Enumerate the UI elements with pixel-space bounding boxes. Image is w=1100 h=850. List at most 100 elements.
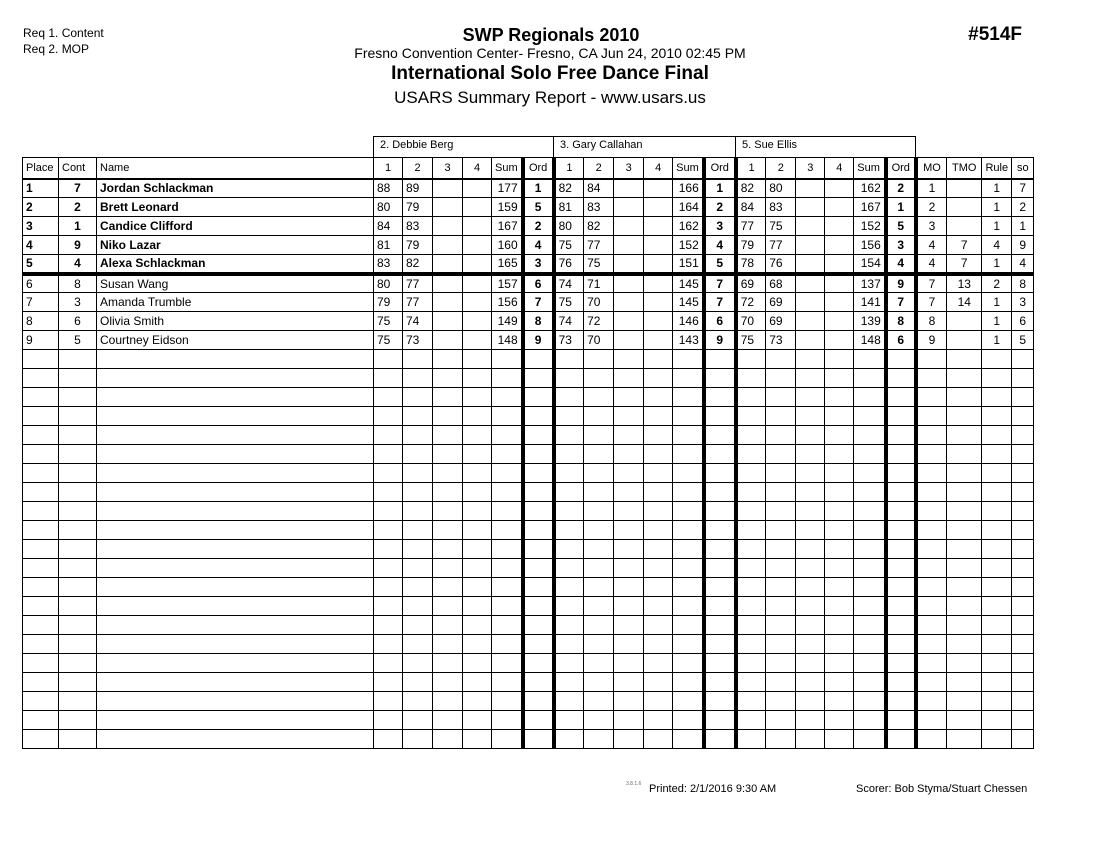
sum-cell — [490, 710, 524, 730]
sum-cell: 152 — [672, 235, 705, 255]
ord-cell — [520, 349, 556, 369]
ord-cell — [520, 634, 556, 654]
place-cell — [22, 501, 59, 521]
rule-cell: 1 — [981, 216, 1013, 236]
tmo-cell — [946, 691, 983, 711]
requirements: Req 1. Content Req 2. MOP — [23, 25, 104, 57]
empty-row — [22, 387, 1035, 407]
score-cell — [613, 292, 645, 312]
sum-cell: 156 — [490, 292, 524, 312]
score-cell — [462, 558, 492, 578]
mo-cell — [915, 387, 948, 407]
score-cell: 82 — [553, 178, 585, 198]
score-cell — [613, 463, 645, 483]
score-cell: 69 — [765, 292, 797, 312]
header-ord: Ord — [883, 157, 918, 180]
ord-cell — [520, 710, 556, 730]
sum-cell — [853, 463, 887, 483]
score-cell: 77 — [402, 273, 433, 293]
place-cell — [22, 710, 59, 730]
sum-cell — [490, 444, 524, 464]
ord-cell — [520, 653, 556, 673]
cont-cell — [58, 482, 97, 502]
sum-cell: 177 — [490, 178, 524, 198]
place-cell — [22, 349, 59, 369]
score-cell — [462, 216, 492, 236]
table-row: 5 4 Alexa Schlackman 83 82 165 3 76 75 151 5 78 76 15… — [22, 254, 1035, 276]
name-cell — [96, 463, 374, 483]
score-cell — [432, 349, 463, 369]
ord-cell: 8 — [520, 311, 556, 331]
ord-cell: 8 — [883, 311, 918, 331]
sum-cell — [672, 691, 705, 711]
score-cell — [824, 330, 855, 350]
mo-cell — [915, 672, 948, 692]
score-cell — [402, 368, 433, 388]
score-cell — [432, 672, 463, 692]
sum-cell — [490, 729, 524, 749]
score-cell — [373, 387, 403, 407]
mo-cell: 4 — [915, 235, 948, 255]
rule-cell — [981, 406, 1013, 426]
score-cell — [583, 368, 615, 388]
name-cell: Olivia Smith — [96, 311, 374, 331]
ord-cell — [883, 653, 918, 673]
score-cell — [402, 349, 433, 369]
ord-cell: 7 — [883, 292, 918, 312]
ord-cell — [520, 482, 556, 502]
cont-cell: 5 — [58, 330, 97, 350]
score-cell — [643, 501, 674, 521]
name-cell — [96, 691, 374, 711]
score-cell — [765, 501, 797, 521]
score-cell: 81 — [373, 235, 403, 255]
header-score-3: 3 — [613, 157, 645, 180]
ord-cell — [701, 577, 738, 597]
ord-cell: 9 — [701, 330, 738, 350]
score-cell: 71 — [583, 273, 615, 293]
score-cell — [643, 463, 674, 483]
tmo-cell — [946, 349, 983, 369]
score-cell — [402, 425, 433, 445]
score-cell: 82 — [583, 216, 615, 236]
score-cell — [583, 463, 615, 483]
name-cell — [96, 368, 374, 388]
rule-cell: 2 — [981, 273, 1013, 293]
score-cell — [613, 444, 645, 464]
score-cell — [613, 672, 645, 692]
score-cell — [373, 539, 403, 559]
cont-cell — [58, 444, 97, 464]
score-cell — [432, 311, 463, 331]
score-cell — [462, 235, 492, 255]
empty-row — [22, 539, 1035, 559]
score-cell — [765, 634, 797, 654]
score-cell — [613, 634, 645, 654]
score-cell: 73 — [553, 330, 585, 350]
sum-cell: 152 — [853, 216, 887, 236]
sum-cell — [853, 691, 887, 711]
sum-cell — [853, 520, 887, 540]
mo-cell — [915, 425, 948, 445]
score-cell — [583, 691, 615, 711]
sum-cell: 156 — [853, 235, 887, 255]
score-cell — [795, 178, 826, 198]
ord-cell: 9 — [520, 330, 556, 350]
score-cell: 82 — [402, 254, 433, 276]
header-sum: Sum — [672, 157, 705, 180]
score-cell — [583, 501, 615, 521]
cont-cell — [58, 558, 97, 578]
score-cell — [432, 216, 463, 236]
score-cell — [553, 349, 585, 369]
sum-cell: 148 — [853, 330, 887, 350]
name-cell: Jordan Schlackman — [96, 178, 374, 198]
score-cell — [643, 653, 674, 673]
empty-row — [22, 444, 1035, 464]
empty-row — [22, 672, 1035, 692]
score-cell — [583, 558, 615, 578]
sum-cell — [672, 444, 705, 464]
sum-cell — [672, 558, 705, 578]
score-cell — [373, 444, 403, 464]
score-cell: 74 — [402, 311, 433, 331]
so-cell: 2 — [1011, 197, 1035, 217]
score-cell — [765, 710, 797, 730]
tmo-cell — [946, 539, 983, 559]
